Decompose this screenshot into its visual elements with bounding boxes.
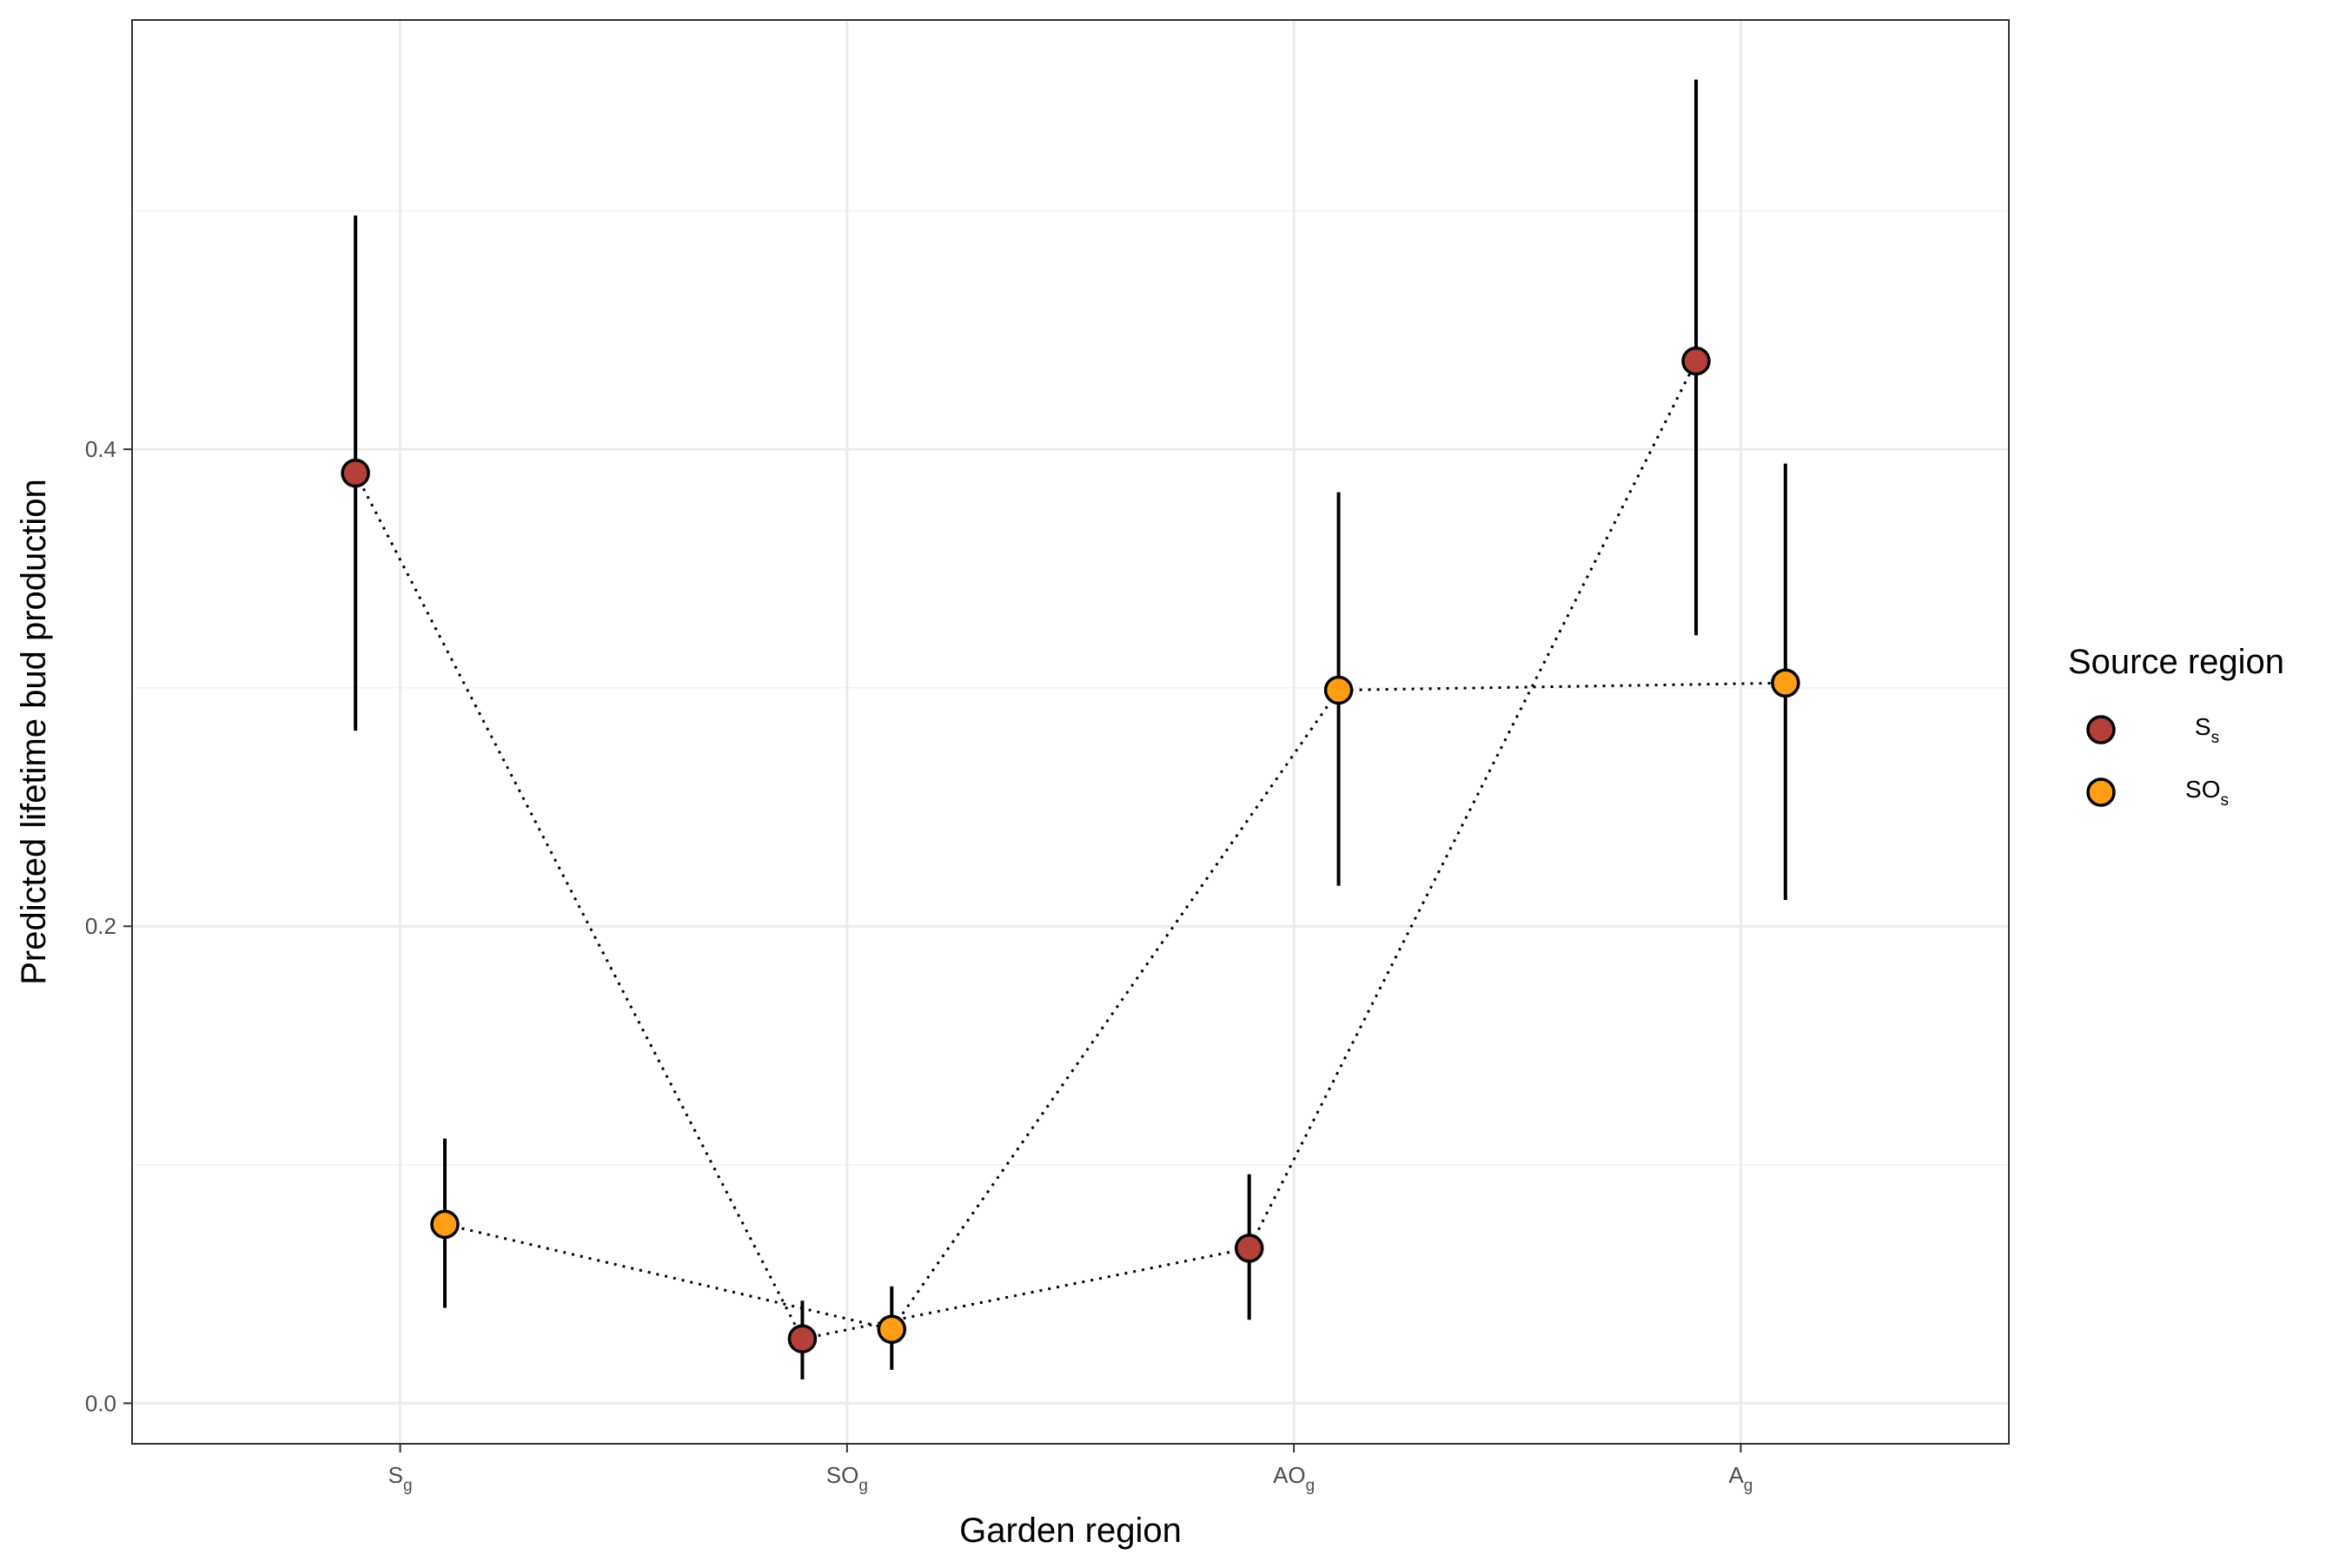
x-tick-label-base: A: [1728, 1462, 1744, 1488]
x-axis: Sg SOg AOg Ag: [388, 1444, 1753, 1495]
x-tick-label-base: SO: [826, 1462, 859, 1488]
legend-label: Ss: [2195, 713, 2219, 747]
x-tick-label: AOg: [1273, 1462, 1315, 1495]
grid: [132, 20, 2009, 1444]
legend-label-subscript: s: [2220, 791, 2229, 810]
legend-title: Source region: [2068, 643, 2284, 681]
y-tick-label: 0.2: [85, 913, 116, 939]
y-axis-title: Predicted lifetime bud production: [15, 479, 53, 985]
legend-label-base: S: [2195, 713, 2211, 740]
series-line-2: [444, 681, 1786, 1331]
legend-label-subscript: s: [2211, 729, 2220, 747]
x-tick-label-base: S: [388, 1462, 403, 1488]
data-point: [430, 1209, 460, 1240]
data-point: [787, 1324, 818, 1353]
y-tick-label: 0.0: [85, 1390, 116, 1416]
x-tick-label-subscript: g: [1306, 1477, 1315, 1495]
x-tick-label-subscript: g: [858, 1477, 868, 1495]
x-tick-label-subscript: g: [403, 1477, 413, 1495]
data-point: [1323, 675, 1354, 705]
legend-label: SOs: [2185, 776, 2229, 810]
data-point: [341, 458, 370, 488]
panel-border: [131, 19, 2010, 1445]
data-point: [1681, 346, 1711, 376]
error-bars: [354, 79, 1787, 1379]
y-tick-label: 0.4: [85, 436, 116, 462]
x-tick-label-subscript: g: [1744, 1477, 1753, 1495]
series-lines: [354, 360, 1786, 1340]
data-points: [341, 346, 1800, 1353]
legend-label-base: SO: [2185, 776, 2220, 803]
x-tick-label: Ag: [1728, 1462, 1753, 1495]
data-point: [1234, 1234, 1264, 1263]
y-axis: 0.0 0.2 0.4: [85, 436, 132, 1416]
series-line-1: [354, 360, 1698, 1340]
x-tick-label: SOg: [826, 1462, 868, 1495]
data-point: [877, 1314, 907, 1344]
x-tick-label-base: AO: [1273, 1462, 1306, 1488]
x-tick-label: Sg: [388, 1462, 413, 1495]
data-point: [1771, 668, 1800, 698]
x-axis-title: Garden region: [959, 1512, 1182, 1550]
legend-key: [2086, 777, 2116, 807]
legend-key: [2086, 715, 2116, 744]
